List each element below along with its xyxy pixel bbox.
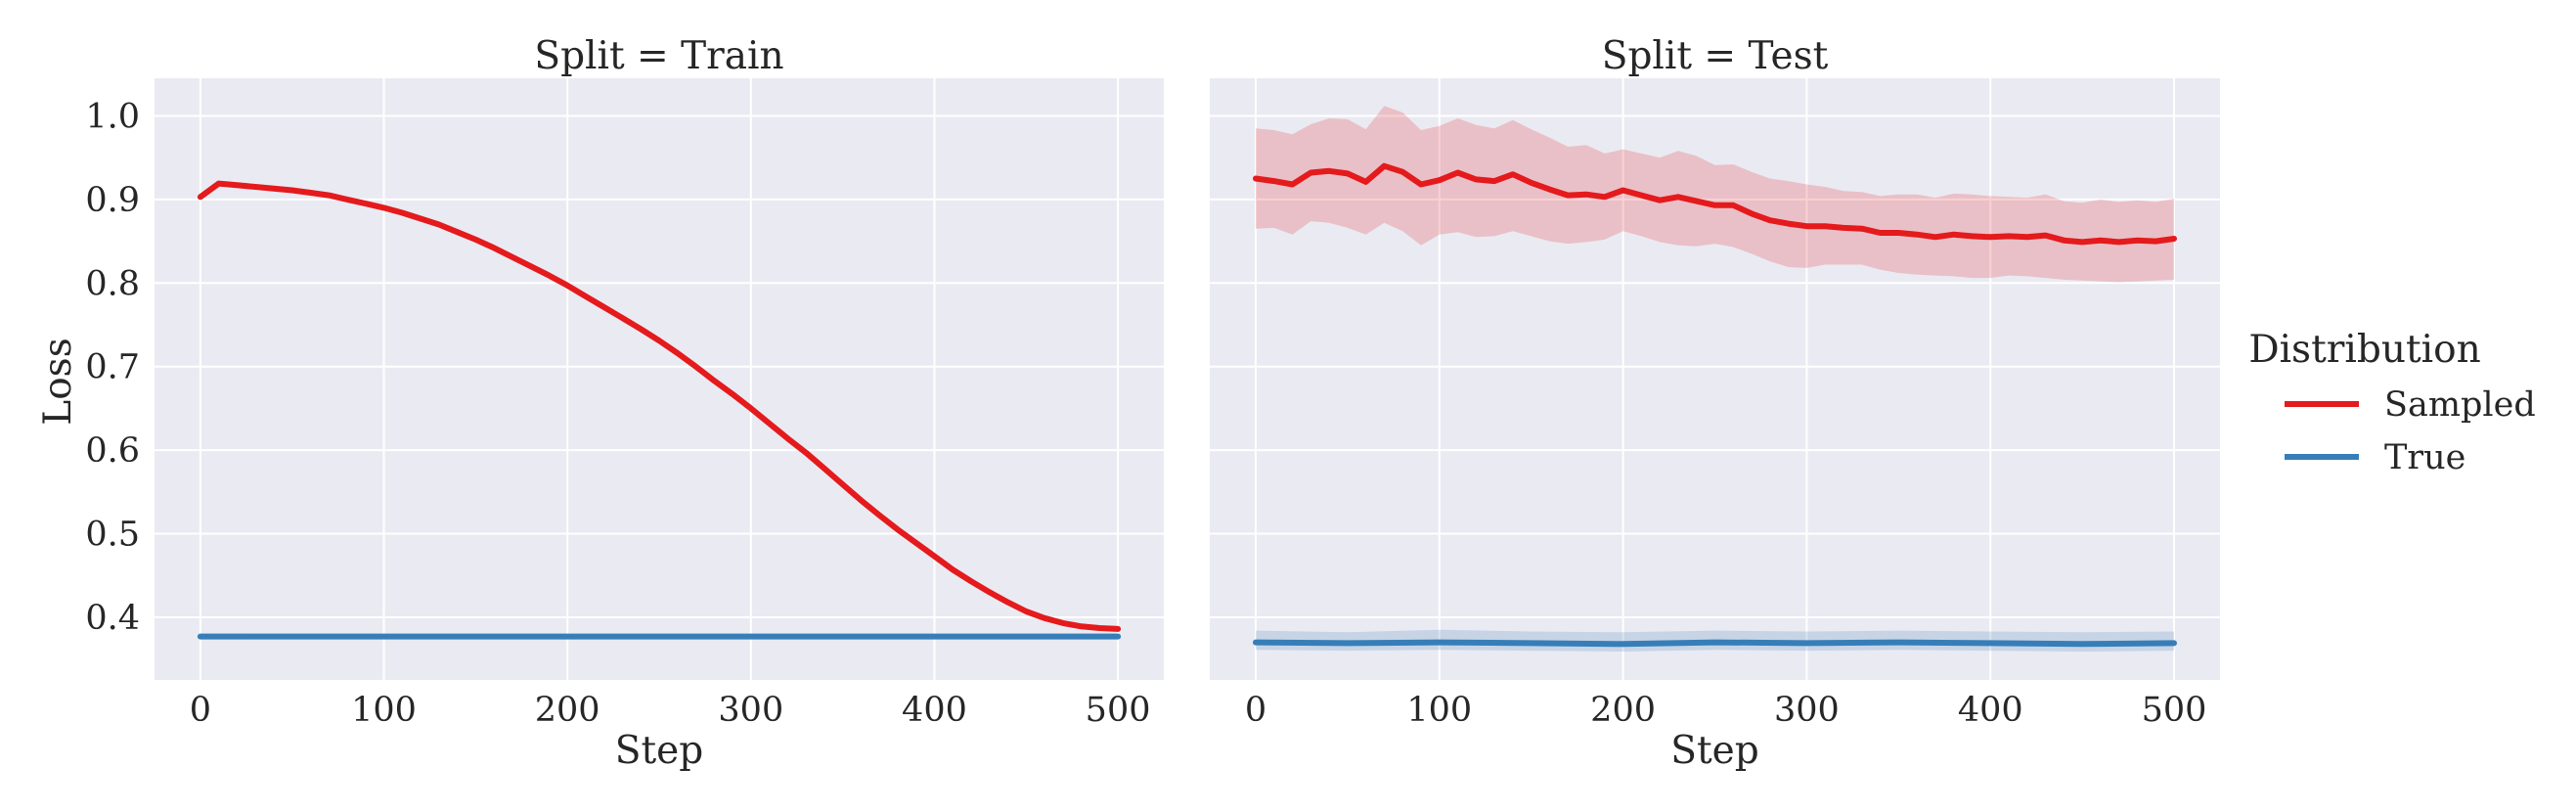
panel-title: Split = Train: [534, 34, 783, 78]
y-tick-label: 0.6: [85, 431, 140, 471]
x-tick-label: 400: [1958, 691, 2023, 730]
panel-title: Split = Test: [1602, 34, 1829, 78]
y-tick-label: 0.8: [85, 264, 140, 303]
x-tick-label: 200: [535, 691, 600, 730]
x-tick-label: 400: [902, 691, 967, 730]
panel-train: 0 100 200 300 400 500 0.4 0.5 0.6 0.7 0.8 0.9 1.0 Spl…: [85, 34, 1164, 773]
legend-label-true: True: [2384, 438, 2465, 477]
x-tick-label: 100: [1406, 691, 1472, 730]
plot-area: [155, 78, 1164, 680]
y-axis-title: Loss: [36, 338, 80, 425]
series-line-true: [1253, 639, 2177, 648]
x-axis-title: Step: [1670, 729, 1758, 773]
y-tick-label: 0.7: [85, 348, 140, 387]
x-tick-label: 500: [1086, 691, 1151, 730]
x-tick-label: 0: [190, 691, 211, 730]
x-tick-label: 0: [1245, 691, 1266, 730]
panel-test: 0 100 200 300 400 500 Split = Test Step: [1210, 34, 2220, 773]
series-line-sampled: [1253, 162, 2177, 246]
legend: Distribution Sampled True: [2248, 328, 2535, 477]
plot-area: [1210, 78, 2220, 680]
y-tick-label: 1.0: [85, 97, 140, 136]
legend-label-sampled: Sampled: [2384, 385, 2536, 425]
series-line-sampled: [197, 180, 1122, 632]
x-tick-label: 500: [2142, 691, 2207, 730]
legend-title: Distribution: [2248, 328, 2480, 372]
y-tick-label: 0.9: [85, 181, 140, 220]
x-tick-label: 300: [1774, 691, 1840, 730]
y-tick-label: 0.4: [85, 599, 140, 638]
y-tick-label: 0.5: [85, 516, 140, 555]
x-axis-title: Step: [615, 729, 703, 773]
x-tick-label: 200: [1590, 691, 1656, 730]
x-tick-label: 300: [718, 691, 783, 730]
x-tick-label: 100: [351, 691, 417, 730]
